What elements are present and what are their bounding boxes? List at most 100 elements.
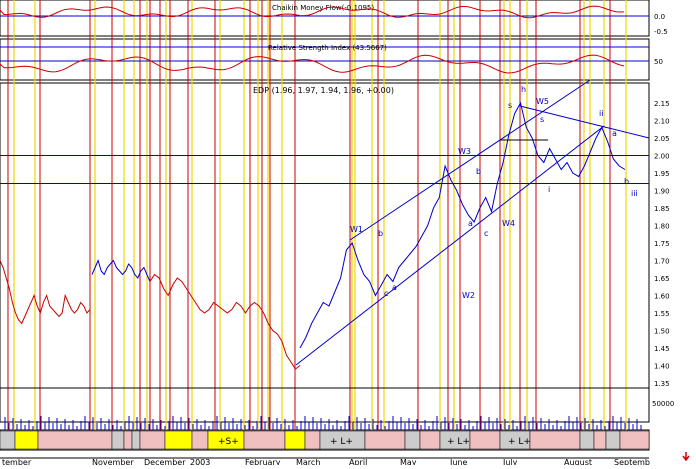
scroll-arrow-icon[interactable] (682, 452, 690, 462)
price-tick: 2.05 (654, 135, 670, 143)
strip-label: +S+ (218, 437, 239, 447)
resistance-line (519, 105, 650, 139)
price-title: EDP (1.96, 1.97, 1.94, 1.96, +0.00) (253, 86, 394, 95)
wave-label: b (378, 229, 383, 238)
trend-channels (295, 79, 650, 366)
strip-cell (111, 430, 125, 450)
strip-cell (579, 430, 595, 450)
price-tick: 1.95 (654, 170, 670, 178)
wave-label: W1 (350, 225, 363, 234)
series-line (299, 101, 626, 349)
x-tick-label: November (92, 458, 134, 465)
series-lines (0, 5, 626, 370)
wave-label: h (521, 85, 526, 94)
bottom-strip: +S+ + L+ + L+ + L+ (0, 416, 650, 450)
price-tick: 1.55 (654, 310, 670, 318)
wave-label: i (548, 185, 550, 194)
strip-cell (619, 430, 650, 450)
strip-cell (164, 430, 193, 450)
strip-cell (419, 430, 441, 450)
strip-cell (284, 430, 306, 450)
y-tick-labels: 0.0 -0.5 50 2.15 2.10 2.05 2.00 1.95 1.90 1.85 1.8… (652, 13, 674, 408)
price-tick: 1.85 (654, 205, 670, 213)
rsi-panel (0, 38, 650, 81)
strip-cell (14, 430, 39, 450)
rsi-tick: 50 (654, 58, 663, 66)
price-tick: 2.15 (654, 100, 670, 108)
x-tick-label: December (144, 458, 186, 465)
strip-cell (131, 430, 141, 450)
x-tick-label: June (449, 458, 468, 465)
price-tick: 1.50 (654, 328, 670, 336)
x-tick-label: tember (2, 458, 32, 465)
x-tick-label: February (245, 458, 281, 465)
wave-label: W4 (502, 219, 515, 228)
strip-cell (529, 430, 581, 450)
price-tick: 1.90 (654, 188, 670, 196)
x-tick-label: March (296, 458, 320, 465)
wave-label: W2 (462, 291, 475, 300)
price-panel (0, 82, 650, 423)
wave-label: s (508, 101, 512, 110)
channel-upper (349, 79, 591, 241)
strip-cell (139, 430, 166, 450)
price-tick: 1.35 (654, 380, 670, 388)
price-tick: 1.45 (654, 345, 670, 353)
price-tick: 1.80 (654, 223, 670, 231)
series-line (0, 260, 91, 325)
strip-cell (404, 430, 421, 450)
chaikin-line (0, 5, 625, 19)
price-tick: 1.70 (654, 258, 670, 266)
rsi-label: Relative Strength Index (43.5667) (268, 44, 387, 52)
x-tick-label: Septemb (614, 458, 650, 465)
x-tick-label: April (349, 458, 367, 465)
wave-label: b (476, 167, 481, 176)
chaikin-panel (0, 0, 650, 37)
strip-label: + L+ (330, 437, 353, 447)
channel-lower (295, 125, 605, 366)
strip-cell (593, 430, 607, 450)
x-tick-label: August (564, 458, 592, 465)
strip-label: + L+ (447, 437, 470, 447)
wave-label: a (612, 129, 617, 138)
wave-label: a (468, 219, 473, 228)
x-tick-label: May (400, 458, 417, 465)
chaikin-label: Chaikin Money Flow(-0.1095) (272, 4, 374, 12)
vertical-markers (0, 0, 649, 430)
wave-label: a (392, 283, 397, 292)
wave-label: c (384, 289, 388, 298)
strip-cell (191, 430, 209, 450)
price-tick: 2.10 (654, 118, 670, 126)
strip-cell (243, 430, 286, 450)
wave-label: s (540, 115, 544, 124)
wave-label: b (624, 177, 629, 186)
wave-label: iii (631, 189, 638, 198)
x-tick-labels: tember November December 2003 February March A… (2, 458, 650, 467)
price-tick: 1.75 (654, 240, 670, 248)
series-line (149, 273, 301, 370)
series-line (91, 259, 151, 282)
wave-label: ii (599, 109, 603, 118)
wave-label: W3 (458, 147, 471, 156)
strip-label: + L+ (508, 437, 531, 447)
chaikin-tick: -0.5 (654, 28, 668, 36)
strip-cell (469, 430, 501, 450)
price-tick: 1.40 (654, 363, 670, 371)
strip-cell (0, 430, 16, 450)
wave-label: W5 (536, 97, 549, 106)
x-tick-label: 2003 (190, 458, 210, 465)
strip-cell (364, 430, 406, 450)
strip-cell (123, 430, 133, 450)
volume-tick: 50000 (652, 400, 674, 408)
rsi-series-line (0, 54, 625, 74)
strip-cell (304, 430, 321, 450)
price-tick: 1.65 (654, 275, 670, 283)
strip-cell (37, 430, 113, 450)
strip-cell (605, 430, 621, 450)
price-tick: 1.60 (654, 293, 670, 301)
price-tick: 2.00 (654, 153, 670, 161)
wave-label: c (484, 229, 488, 238)
